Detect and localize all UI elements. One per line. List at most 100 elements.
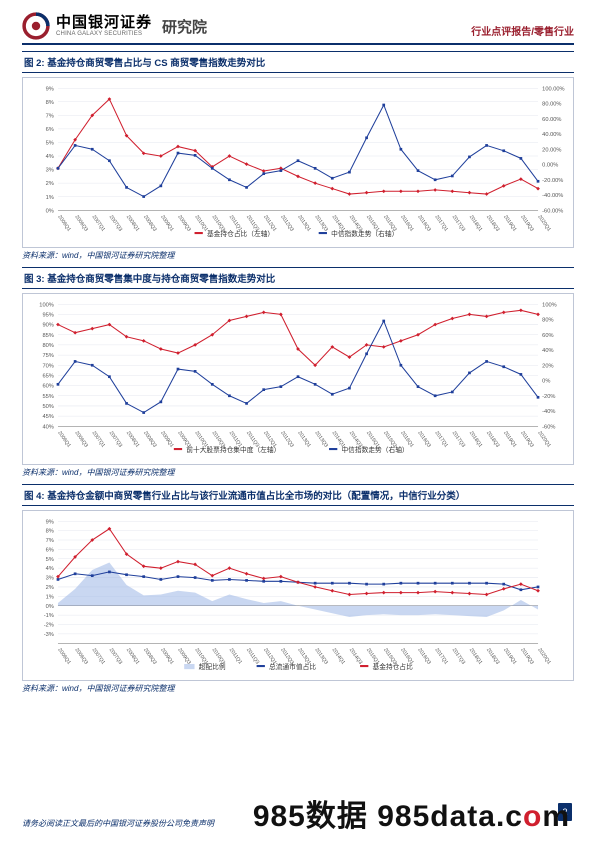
svg-text:-20%: -20% bbox=[542, 394, 555, 400]
svg-text:2007Q3: 2007Q3 bbox=[108, 647, 124, 666]
svg-text:2009Q3: 2009Q3 bbox=[176, 214, 192, 233]
svg-text:2013Q1: 2013Q1 bbox=[296, 431, 312, 450]
svg-text:2007Q1: 2007Q1 bbox=[91, 647, 107, 666]
svg-text:2008Q3: 2008Q3 bbox=[142, 431, 158, 450]
fig2-chart-frame: 0%1%2%3%4%5%6%7%8%9% -60.00%-40.00%-20.0… bbox=[22, 77, 574, 248]
figure-4: 图 4: 基金持仓金额中商贸零售行业占比与该行业流通市值占比全市场的对比（配置情… bbox=[22, 484, 574, 694]
svg-text:2007Q1: 2007Q1 bbox=[91, 431, 107, 450]
svg-text:55%: 55% bbox=[42, 394, 53, 400]
svg-text:95%: 95% bbox=[42, 313, 53, 319]
svg-text:40%: 40% bbox=[542, 349, 553, 355]
svg-text:2018Q1: 2018Q1 bbox=[468, 647, 484, 666]
svg-text:1%: 1% bbox=[46, 195, 54, 201]
svg-text:80%: 80% bbox=[542, 318, 553, 324]
svg-text:2012Q3: 2012Q3 bbox=[279, 214, 295, 233]
fig2-source: 资料来源：wind，中国银河证券研究院整理 bbox=[22, 250, 574, 261]
svg-text:80.00%: 80.00% bbox=[542, 102, 561, 108]
header-rule bbox=[22, 43, 574, 45]
fig3-source: 资料来源：wind，中国银河证券研究院整理 bbox=[22, 467, 574, 478]
svg-text:2018Q3: 2018Q3 bbox=[485, 431, 501, 450]
svg-text:2014Q3: 2014Q3 bbox=[348, 647, 364, 666]
svg-text:2014Q3: 2014Q3 bbox=[348, 214, 364, 233]
svg-text:2012Q1: 2012Q1 bbox=[262, 647, 278, 666]
svg-text:2020Q1: 2020Q1 bbox=[536, 647, 552, 666]
fig3-title: 图 3: 基金持仓商贸零售集中度与持仓商贸零售指数走势对比 bbox=[24, 271, 572, 285]
svg-text:2006Q3: 2006Q3 bbox=[73, 647, 89, 666]
galaxy-logo-icon bbox=[22, 12, 50, 40]
fig2-legend-blue: 中信指数走势（右轴） bbox=[331, 229, 398, 238]
svg-text:2016Q1: 2016Q1 bbox=[399, 647, 415, 666]
svg-text:2008Q1: 2008Q1 bbox=[125, 647, 141, 666]
svg-text:-40.00%: -40.00% bbox=[542, 193, 563, 199]
svg-text:5%: 5% bbox=[46, 557, 54, 563]
fig3-legend-blue: 中信指数走势（右轴） bbox=[341, 446, 408, 455]
svg-text:7%: 7% bbox=[46, 113, 54, 119]
svg-text:2011Q1: 2011Q1 bbox=[228, 647, 243, 665]
svg-text:100.00%: 100.00% bbox=[542, 86, 564, 92]
header: 中国银河证券 CHINA GALAXY SECURITIES 研究院 行业点评报… bbox=[22, 12, 574, 40]
fig4-legend-area: 超配比例 bbox=[199, 662, 226, 671]
svg-text:-60.00%: -60.00% bbox=[542, 208, 563, 214]
brand-cn-label: 中国银河证券 bbox=[56, 15, 152, 31]
svg-text:2008Q3: 2008Q3 bbox=[142, 214, 158, 233]
svg-text:2017Q1: 2017Q1 bbox=[434, 647, 450, 666]
svg-text:2019Q1: 2019Q1 bbox=[502, 214, 518, 233]
svg-text:-40%: -40% bbox=[542, 410, 555, 416]
svg-text:8%: 8% bbox=[46, 100, 54, 106]
fig4-title: 图 4: 基金持仓金额中商贸零售行业占比与该行业流通市值占比全市场的对比（配置情… bbox=[24, 488, 572, 502]
svg-text:2012Q3: 2012Q3 bbox=[279, 431, 295, 450]
footer: 请务必阅读正文最后的中国银河证券股份公司免责声明 bbox=[22, 818, 574, 829]
svg-text:3%: 3% bbox=[46, 168, 54, 174]
svg-text:2013Q3: 2013Q3 bbox=[314, 647, 330, 666]
svg-text:65%: 65% bbox=[42, 374, 53, 380]
svg-text:2017Q1: 2017Q1 bbox=[434, 214, 450, 233]
svg-text:7%: 7% bbox=[46, 538, 54, 544]
svg-text:4%: 4% bbox=[46, 154, 54, 160]
svg-text:-2%: -2% bbox=[44, 623, 54, 629]
svg-text:2010Q1: 2010Q1 bbox=[193, 647, 209, 666]
svg-text:2019Q1: 2019Q1 bbox=[502, 647, 518, 666]
report-type: 行业点评报告/零售行业 bbox=[471, 23, 574, 38]
svg-text:2012Q1: 2012Q1 bbox=[262, 431, 278, 450]
svg-text:2014Q3: 2014Q3 bbox=[348, 431, 364, 450]
svg-text:2009Q1: 2009Q1 bbox=[159, 214, 175, 233]
svg-text:2013Q3: 2013Q3 bbox=[314, 214, 330, 233]
fig2-legend-red: 基金持仓占比（左轴） bbox=[207, 229, 274, 238]
svg-text:85%: 85% bbox=[42, 333, 53, 339]
svg-text:2006Q1: 2006Q1 bbox=[56, 431, 72, 450]
svg-text:1%: 1% bbox=[46, 594, 54, 600]
svg-text:2008Q3: 2008Q3 bbox=[142, 647, 158, 666]
svg-text:20%: 20% bbox=[542, 364, 553, 370]
svg-text:2014Q1: 2014Q1 bbox=[331, 214, 347, 233]
svg-text:2009Q3: 2009Q3 bbox=[176, 431, 192, 450]
figure-3: 图 3: 基金持仓商贸零售集中度与持仓商贸零售指数走势对比 40% 45% 50% 5… bbox=[22, 267, 574, 477]
svg-text:50%: 50% bbox=[42, 404, 53, 410]
figure-2: 图 2: 基金持仓商贸零售占比与 CS 商贸零售指数走势对比 0%1%2%3%4… bbox=[22, 51, 574, 261]
svg-text:2016Q3: 2016Q3 bbox=[416, 214, 432, 233]
svg-text:2%: 2% bbox=[46, 585, 54, 591]
svg-text:2010Q3: 2010Q3 bbox=[211, 431, 227, 450]
svg-text:2015Q3: 2015Q3 bbox=[382, 214, 398, 233]
svg-text:2017Q3: 2017Q3 bbox=[451, 647, 467, 666]
svg-text:2008Q1: 2008Q1 bbox=[125, 214, 141, 233]
svg-text:2009Q1: 2009Q1 bbox=[159, 431, 175, 450]
svg-text:2006Q1: 2006Q1 bbox=[56, 214, 72, 233]
svg-text:45%: 45% bbox=[42, 415, 53, 421]
svg-text:2011Q3: 2011Q3 bbox=[245, 431, 260, 449]
svg-text:2014Q1: 2014Q1 bbox=[331, 647, 347, 666]
svg-text:5%: 5% bbox=[46, 141, 54, 147]
svg-text:2016Q1: 2016Q1 bbox=[399, 214, 415, 233]
svg-text:2013Q1: 2013Q1 bbox=[296, 214, 312, 233]
svg-text:2%: 2% bbox=[46, 181, 54, 187]
svg-text:2017Q1: 2017Q1 bbox=[434, 431, 450, 450]
svg-text:2014Q1: 2014Q1 bbox=[331, 431, 347, 450]
svg-text:60.00%: 60.00% bbox=[542, 117, 561, 123]
svg-text:2010Q1: 2010Q1 bbox=[193, 214, 209, 233]
svg-text:2018Q3: 2018Q3 bbox=[485, 647, 501, 666]
svg-text:2018Q1: 2018Q1 bbox=[468, 431, 484, 450]
svg-text:60%: 60% bbox=[42, 384, 53, 390]
fig2-title: 图 2: 基金持仓商贸零售占比与 CS 商贸零售指数走势对比 bbox=[24, 55, 572, 69]
svg-text:2019Q1: 2019Q1 bbox=[502, 431, 518, 450]
svg-text:2015Q1: 2015Q1 bbox=[365, 647, 381, 666]
svg-text:75%: 75% bbox=[42, 354, 53, 360]
